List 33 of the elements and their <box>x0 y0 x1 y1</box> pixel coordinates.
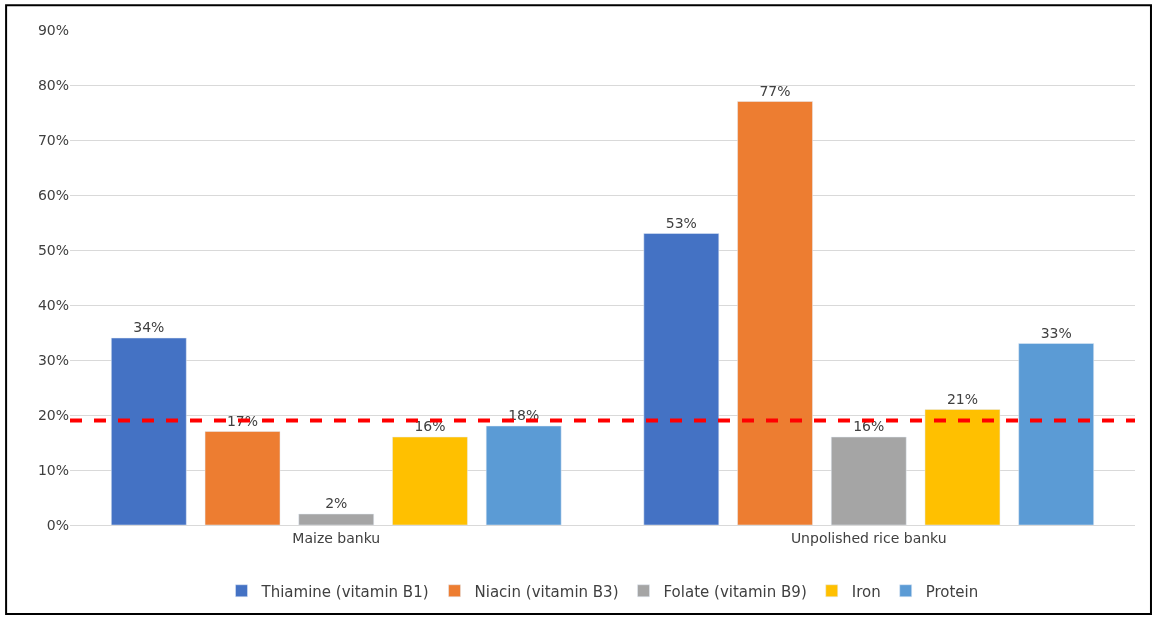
bar <box>643 233 720 525</box>
data-label: 77% <box>759 82 791 99</box>
y-tick-label: 70% <box>37 131 69 148</box>
legend-label: Protein <box>925 582 979 601</box>
y-tick-label: 10% <box>37 461 69 478</box>
bar <box>831 436 907 525</box>
legend-label: Thiamine (vitamin B1) <box>260 582 429 601</box>
y-tick-label: 40% <box>37 296 69 313</box>
bar <box>204 431 281 525</box>
bar <box>111 337 187 525</box>
y-tick-label: 60% <box>37 186 69 203</box>
bar <box>737 101 813 525</box>
data-label: 33% <box>1040 324 1072 341</box>
legend-label: Iron <box>851 582 881 601</box>
y-tick-label: 20% <box>37 406 69 423</box>
bar <box>485 425 562 525</box>
y-tick-label: 30% <box>37 351 69 368</box>
y-tick-label: 90% <box>37 21 69 38</box>
x-tick-label: Maize banku <box>292 529 381 546</box>
bar <box>392 436 468 525</box>
bar <box>1018 343 1094 525</box>
y-tick-label: 80% <box>37 76 69 93</box>
bar <box>298 513 374 525</box>
data-label: 53% <box>665 214 697 231</box>
legend-label: Folate (vitamin B9) <box>663 582 807 601</box>
y-tick-label: 0% <box>46 516 69 533</box>
data-label: 2% <box>325 495 348 511</box>
data-label: 21% <box>946 390 979 407</box>
legend-label: Niacin (vitamin B3) <box>474 582 619 601</box>
bar <box>924 409 1001 525</box>
data-label: 34% <box>133 319 165 335</box>
x-tick-label: Unpolished rice banku <box>790 529 947 546</box>
y-tick-label: 50% <box>37 241 69 258</box>
